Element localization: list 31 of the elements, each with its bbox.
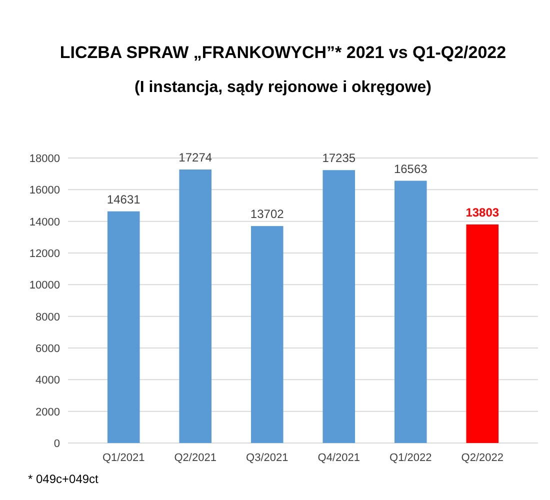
x-tick-label: Q4/2021: [318, 452, 360, 464]
y-tick-label: 18000: [29, 153, 60, 165]
y-tick-label: 2000: [36, 406, 60, 418]
y-tick-label: 12000: [29, 248, 60, 260]
data-label: 16563: [394, 162, 428, 176]
y-tick-label: 10000: [29, 280, 60, 292]
x-tick-label: Q3/2021: [246, 452, 288, 464]
y-tick-label: 4000: [36, 374, 60, 387]
x-tick-label: Q1/2022: [390, 452, 432, 464]
y-tick-label: 0: [54, 438, 60, 450]
data-label: 13803: [466, 205, 500, 220]
chart-subtitle: (I instancja, sądy rejonowe i okręgowe): [134, 79, 432, 96]
x-tick-label: Q2/2022: [461, 452, 504, 464]
bar: [322, 170, 356, 443]
bar: [107, 211, 140, 443]
y-tick-label: 6000: [36, 343, 60, 355]
y-tick-label: 16000: [29, 184, 60, 197]
x-tick-label: Q1/2021: [102, 452, 145, 464]
bar: [394, 180, 427, 443]
data-label: 17235: [322, 151, 356, 166]
bar: [179, 169, 212, 443]
bar: [466, 224, 499, 443]
bar: [250, 226, 284, 443]
text: * 049c+049ct: [28, 472, 100, 486]
data-label: 13702: [250, 207, 284, 222]
x-tick-label: Q2/2021: [174, 452, 216, 464]
y-tick-label: 8000: [36, 311, 60, 324]
y-tick-label: 14000: [29, 216, 60, 228]
chart-title: LICZBA SPRAW „FRANKOWYCH”* 2021 vs Q1-Q2/2022: [60, 43, 506, 62]
data-label: 14631: [106, 192, 141, 206]
data-label: 17274: [178, 150, 212, 164]
